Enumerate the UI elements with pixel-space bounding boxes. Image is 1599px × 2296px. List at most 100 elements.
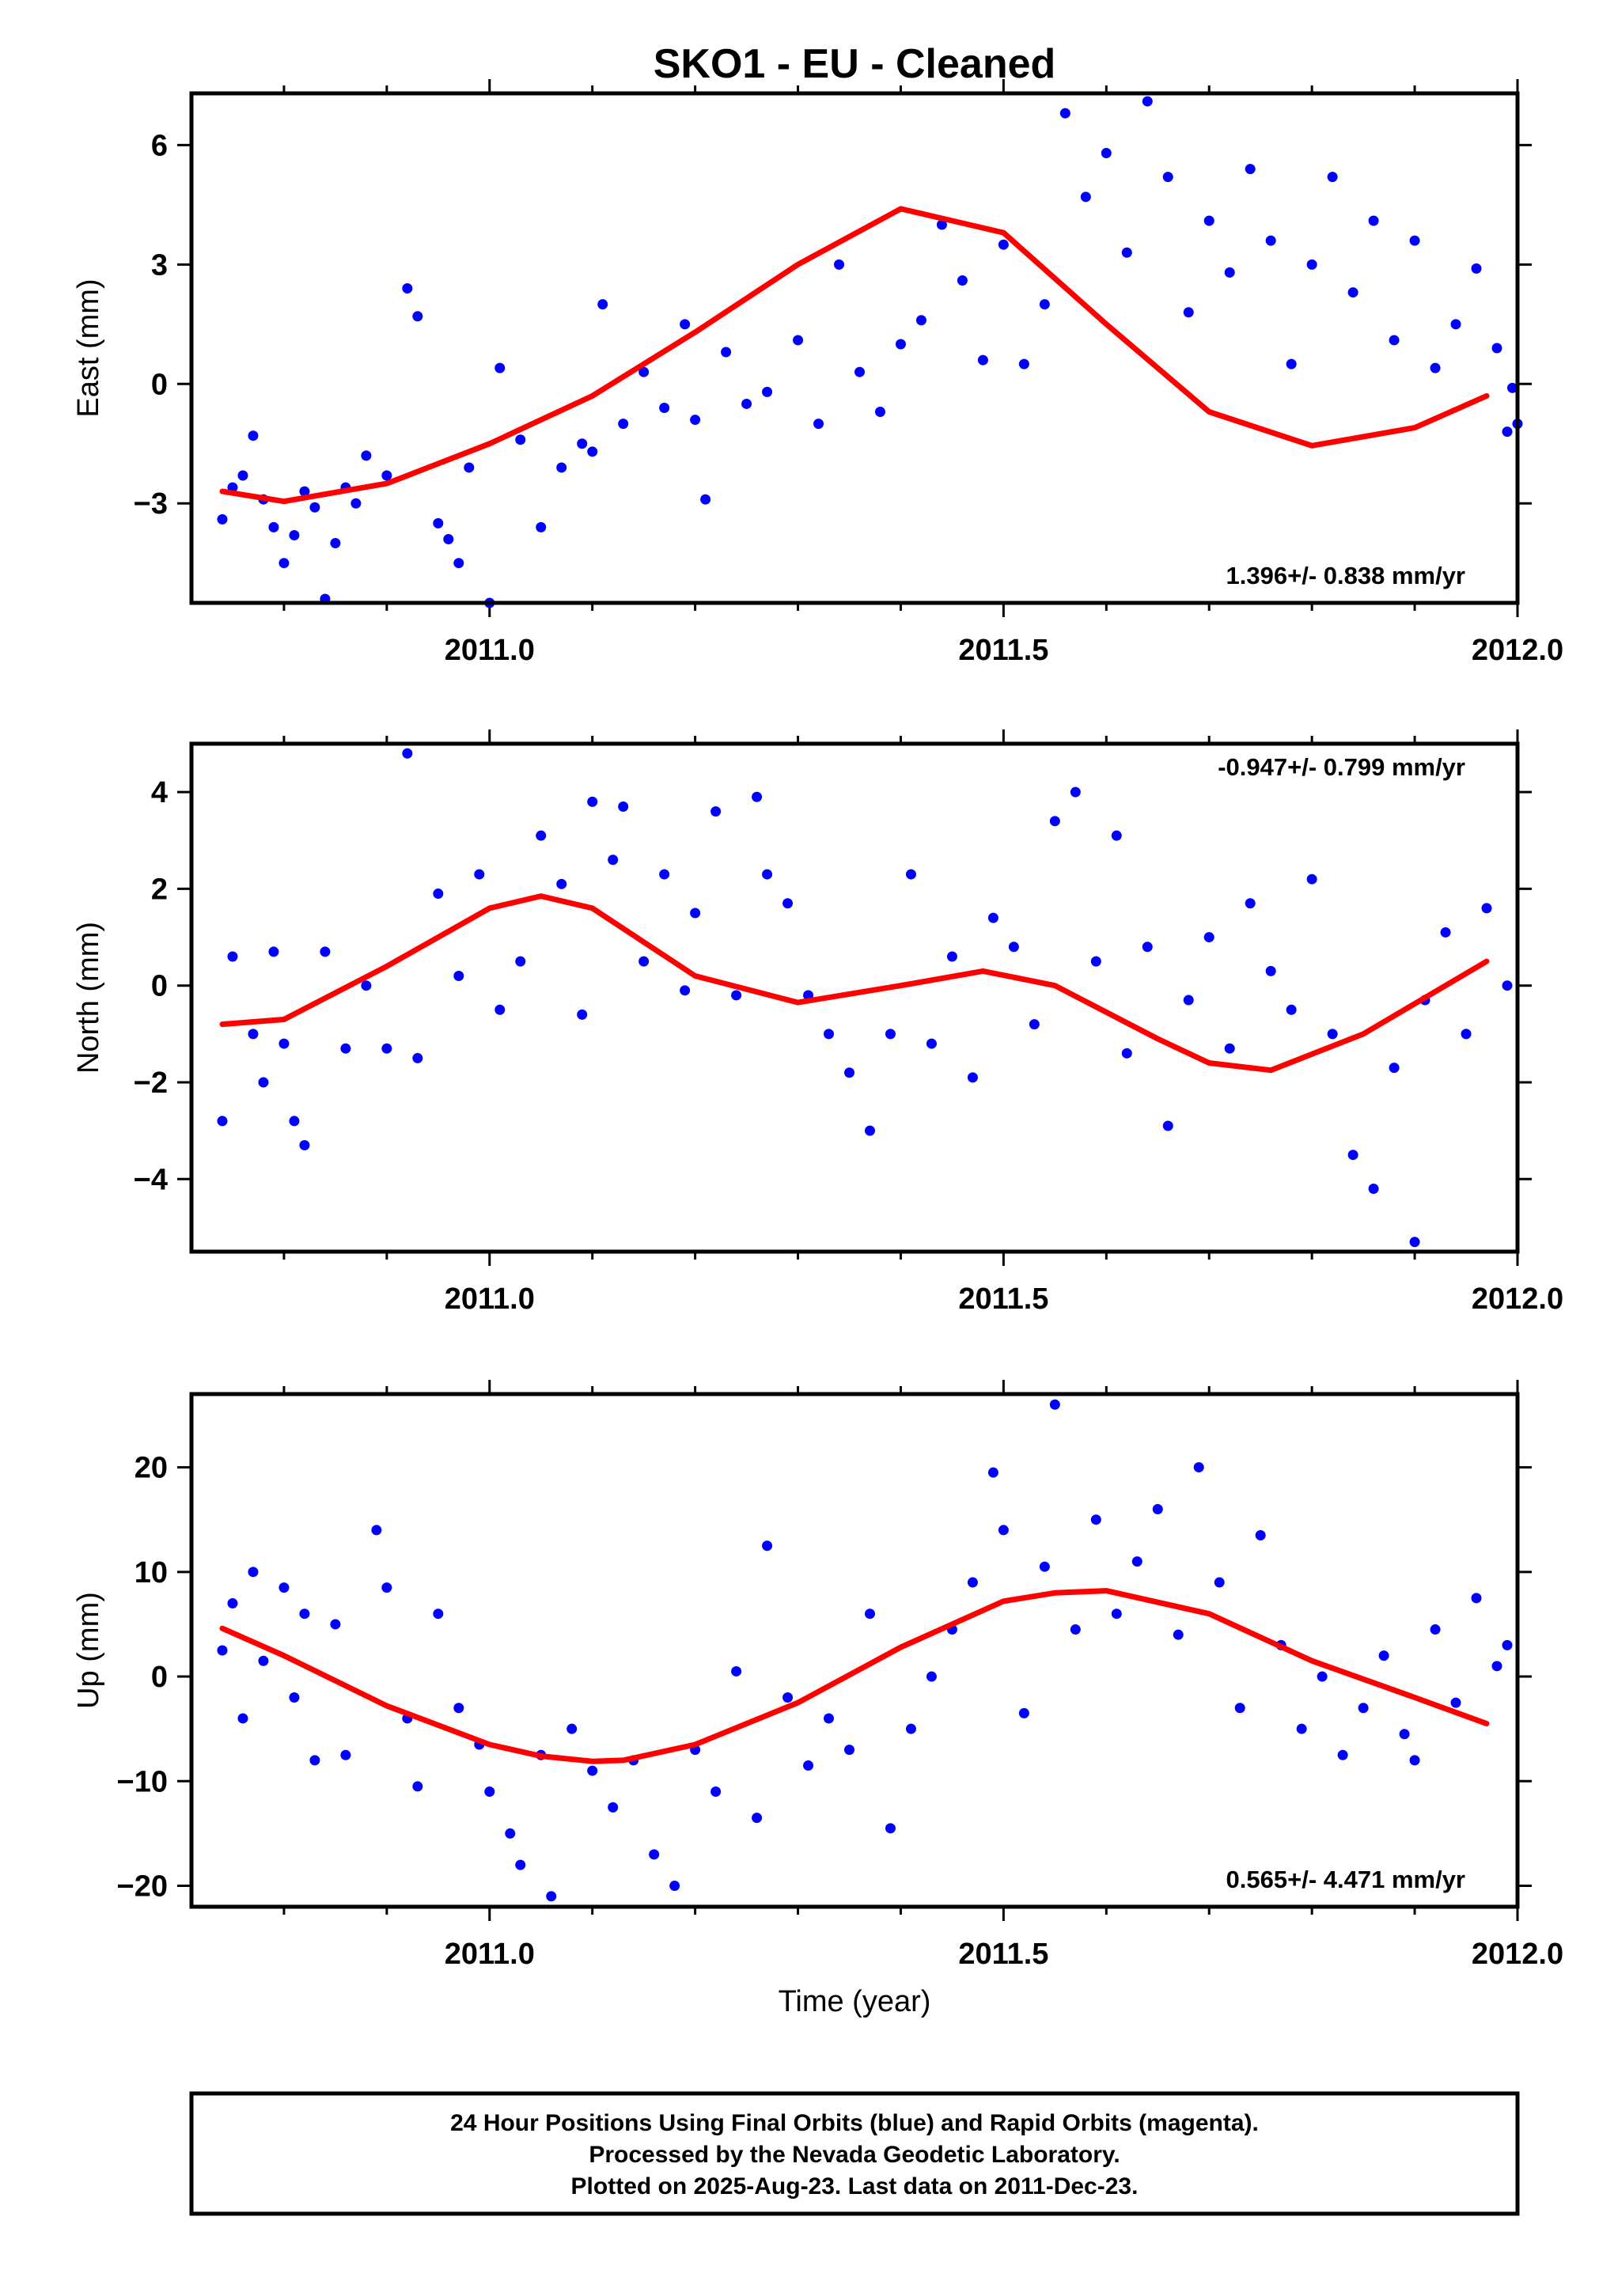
up-data-point [340,1749,351,1760]
east-data-point [1507,382,1518,393]
up-data-point [1450,1697,1461,1708]
north-data-point [268,946,279,957]
up-data-point [330,1619,341,1630]
north-ytick-label: −4 [134,1163,168,1196]
east-data-point [556,462,567,473]
east-data-point [597,299,608,310]
east-ytick-label: −3 [134,487,168,521]
east-data-point [936,219,947,230]
east-data-point [659,402,670,413]
east-ytick-label: 6 [151,129,168,162]
footer-box: 24 Hour Positions Using Final Orbits (bl… [189,2091,1520,2216]
up-data-point [1173,1629,1184,1640]
north-data-point [474,869,485,880]
up-data-point [453,1703,464,1714]
east-data-point [1491,343,1502,354]
north-data-point [320,946,331,957]
north-xtick-label: 2011.0 [445,1283,535,1316]
up-data-point [669,1881,680,1892]
up-data-point [1018,1707,1029,1718]
east-data-point [237,470,248,481]
up-data-point [1471,1593,1482,1604]
east-data-point [1389,335,1400,346]
up-data-point [1234,1703,1245,1714]
east-data-point [1327,172,1338,183]
east-data-point [433,517,444,529]
north-data-point [1265,965,1276,976]
north-data-point [680,985,691,996]
east-data-point [536,521,547,532]
up-data-point [844,1745,855,1756]
north-data-point [1286,1004,1297,1015]
up-data-point [1193,1462,1204,1473]
up-y-axis-title: Up (mm) [72,1592,105,1709]
up-data-point [1152,1503,1163,1514]
north-data-point [1224,1043,1235,1054]
east-data-point [895,339,906,350]
east-xtick-label: 2012.0 [1472,634,1563,667]
up-data-point [237,1713,248,1724]
north-panel: 2011.0 2011.5 2012.0 −4 −2 0 2 4 North (mm) -0.94… [72,729,1563,1316]
north-data-point [381,1043,392,1054]
up-data-point [1317,1671,1328,1682]
north-data-point [556,878,567,889]
east-data-point [1142,96,1153,107]
east-data-point [915,315,926,326]
north-data-point [1502,980,1513,991]
east-data-point [330,538,341,549]
north-data-point [1121,1048,1132,1059]
north-data-point [587,796,598,807]
north-data-point [299,1139,310,1150]
up-ytick-label: 0 [151,1661,168,1694]
east-data-point [587,446,598,457]
up-data-point [566,1723,578,1734]
east-data-point [1368,215,1379,226]
east-data-point [278,558,290,569]
up-data-point [515,1859,526,1870]
east-data-point [1502,426,1513,438]
east-data-point [638,366,650,377]
east-data-point [680,319,691,330]
east-data-point [1162,172,1173,183]
north-data-point [885,1029,896,1040]
north-ytick-label: 0 [151,970,168,1003]
north-y-axis-title: North (mm) [72,922,105,1074]
up-data-point [309,1755,320,1766]
east-data-point [977,354,988,366]
up-data-point [258,1655,269,1666]
north-data-point [453,970,464,981]
up-data-point [1409,1755,1420,1766]
figure-title: SKO1 - EU - Cleaned [654,41,1056,87]
north-ytick-label: 4 [151,776,168,809]
north-data-point [340,1043,351,1054]
north-data-point [278,1038,290,1049]
north-xtick-label: 2012.0 [1472,1283,1563,1316]
north-data-point [1162,1120,1173,1131]
east-data-point [700,494,711,505]
north-data-point [864,1125,875,1136]
up-data-point [278,1582,290,1593]
up-data-point [1378,1650,1389,1661]
north-plot-frame [189,741,1520,1254]
up-data-point [1039,1561,1050,1572]
east-data-point [813,419,824,430]
up-data-point [412,1781,423,1792]
north-data-point [638,956,650,967]
x-axis-title: Time (year) [779,1985,931,2018]
north-data-point [987,912,998,923]
up-data-point [381,1582,392,1593]
north-data-point [494,1004,506,1015]
east-data-point [1203,215,1214,226]
up-data-point [1358,1703,1369,1714]
up-data-point [1502,1639,1513,1650]
east-data-point [874,407,885,417]
up-data-point [731,1665,742,1677]
north-xtick-label: 2011.5 [958,1283,1048,1316]
east-data-point [1183,307,1194,318]
north-data-point [1111,830,1122,841]
north-data-point [258,1077,269,1088]
up-data-point [1399,1729,1410,1740]
up-rate-label: 0.565+/- 4.471 mm/yr [1226,1866,1465,1893]
up-xtick-label: 2011.5 [958,1938,1048,1971]
